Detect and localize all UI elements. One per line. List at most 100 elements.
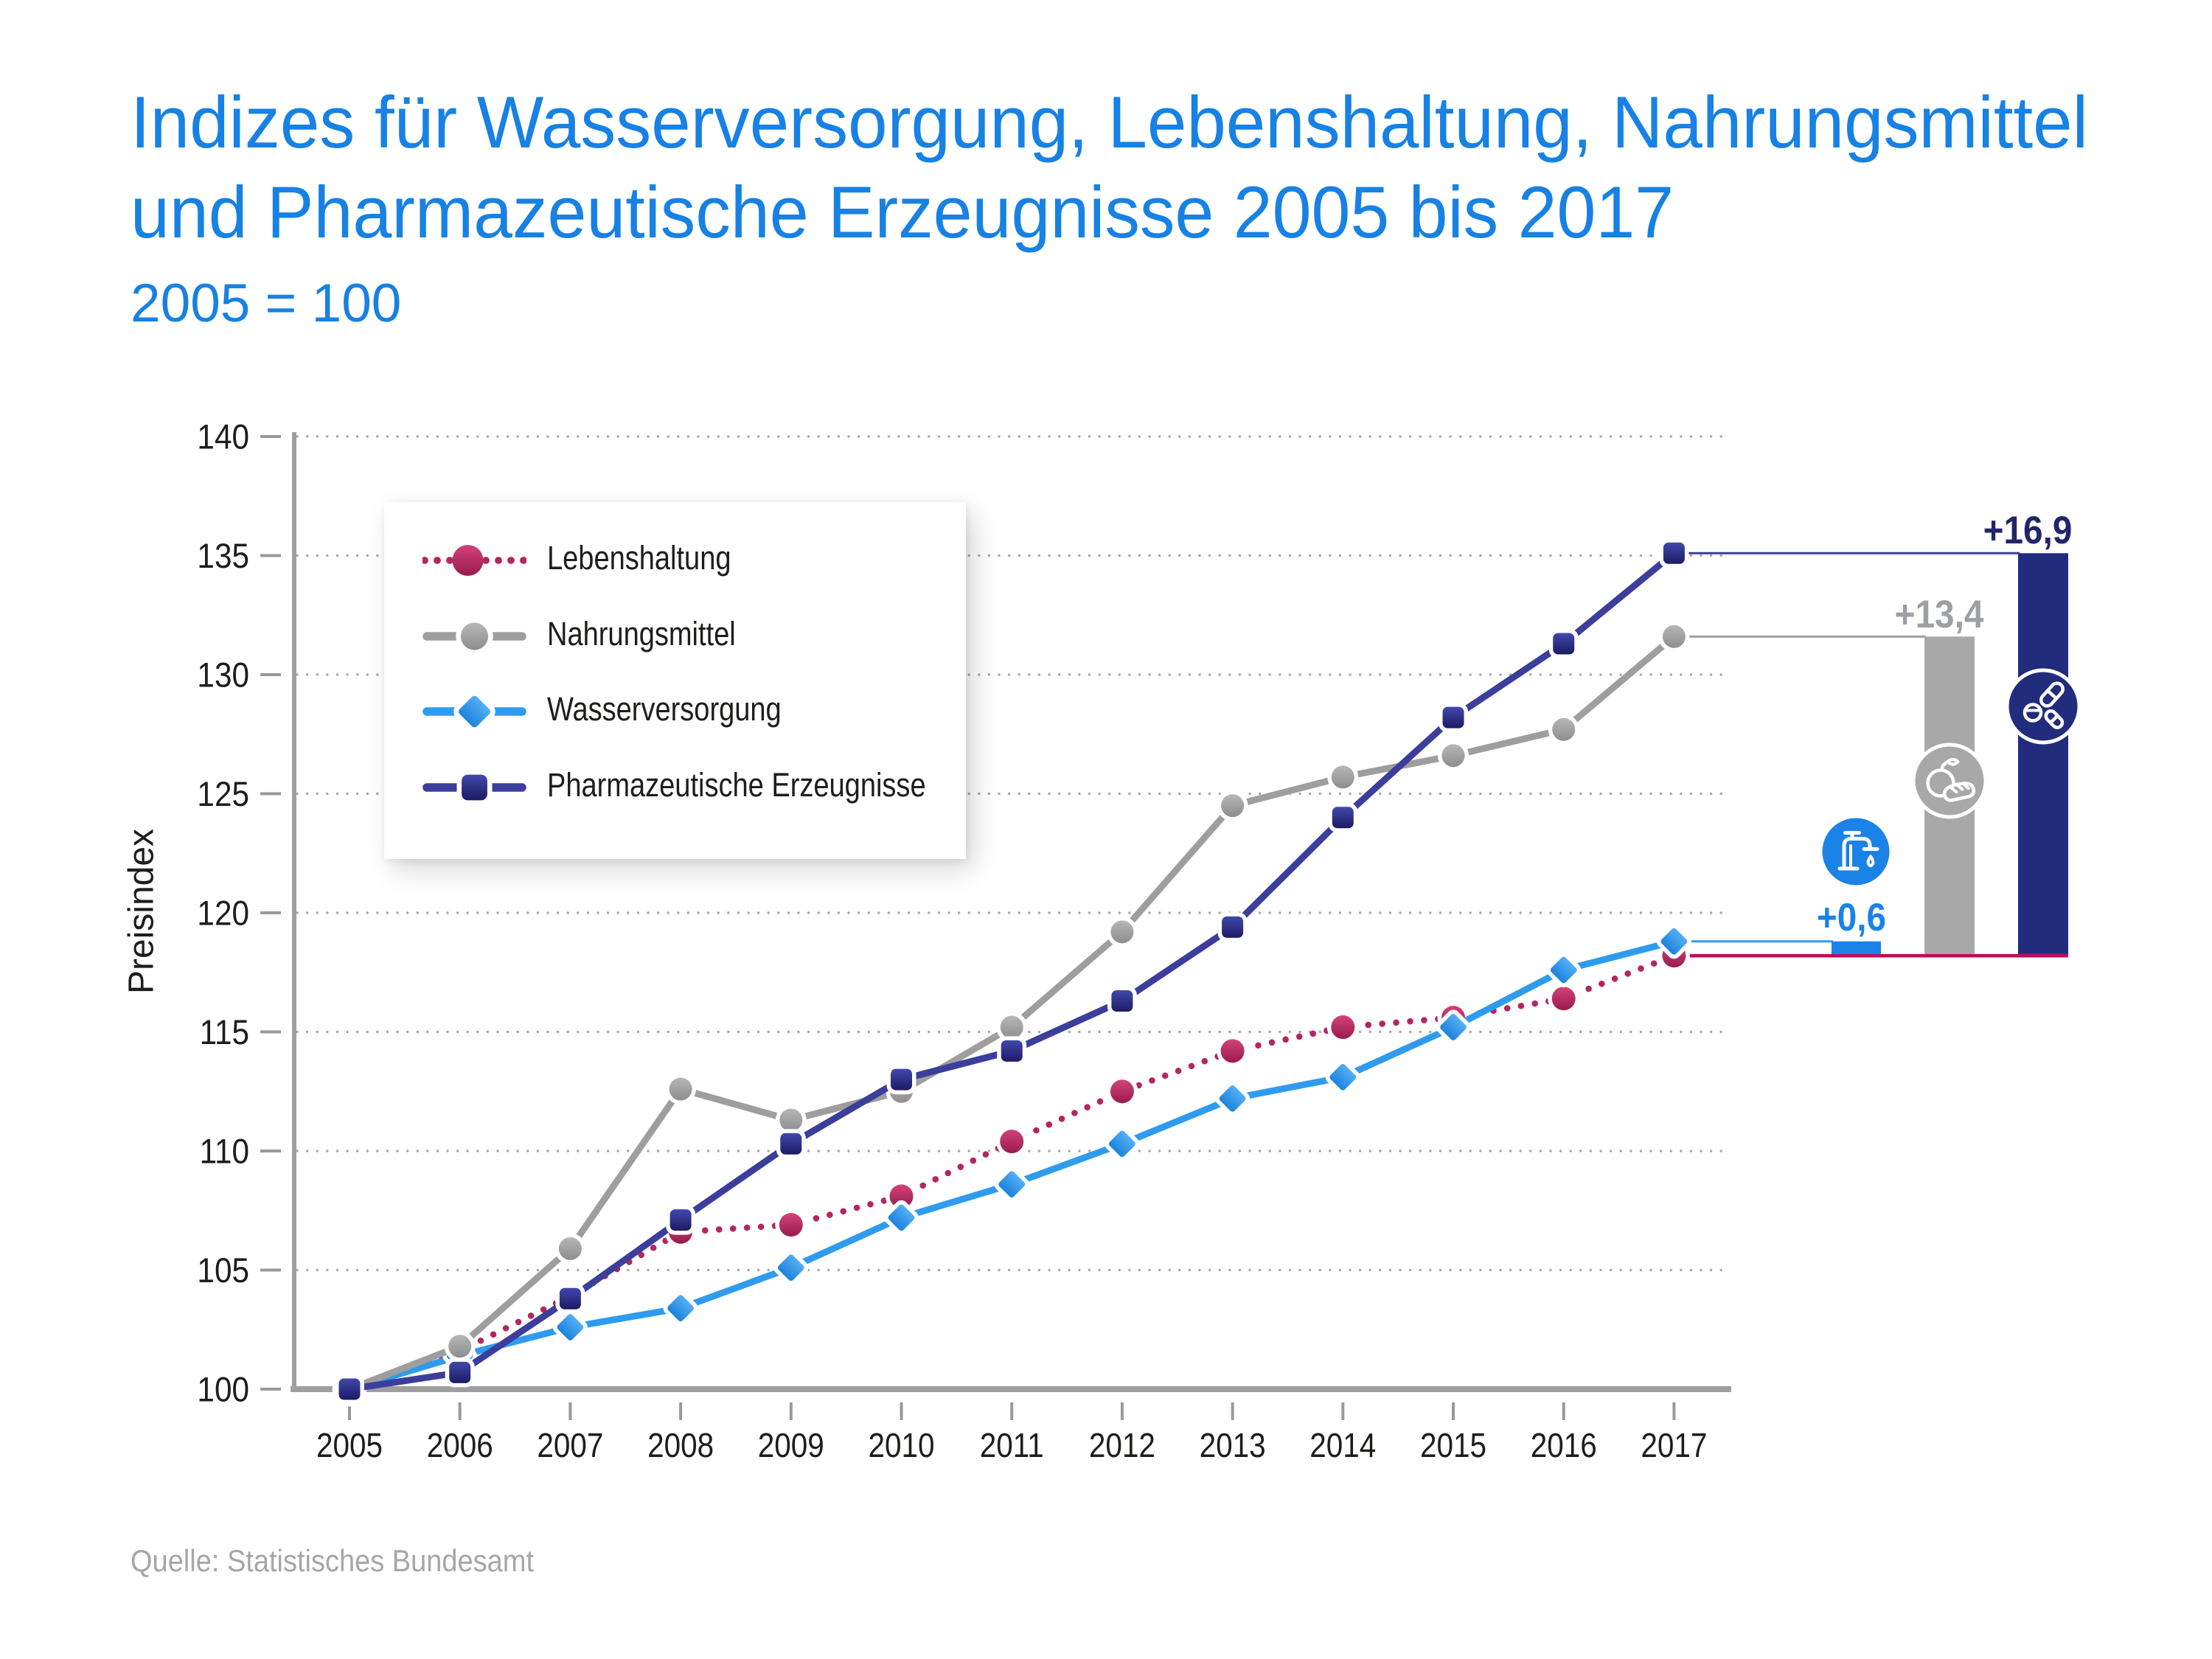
marker-nahrungsmittel [444,1330,476,1362]
faucet-icon [1818,814,1893,889]
legend-label: Nahrungsmittel [547,615,736,653]
category-icons [1818,668,2081,889]
marker-lebenshaltung [995,1125,1028,1158]
marker-pharmazeutische erzeugnisse [1659,538,1689,568]
x-tick-label-2014: 2014 [1310,1427,1376,1465]
source-note: Quelle: Statistisches Bundesamt [131,1543,535,1578]
x-tick-label-2017: 2017 [1641,1427,1707,1465]
marker-wasserversorgung [1105,1126,1140,1161]
marker-pharmazeutische erzeugnisse [776,1129,806,1159]
marker-wasserversorgung [883,1200,919,1236]
legend-item-lebenshaltung: Lebenshaltung [384,535,966,586]
marker-wasserversorgung [1656,924,1691,959]
x-tick-label-2011: 2011 [980,1427,1044,1465]
x-tick-label-2006: 2006 [427,1427,493,1465]
marker-pharmazeutische erzeugnisse [1328,802,1358,832]
marker-pharmazeutische erzeugnisse [666,1205,696,1235]
legend-swatch-blue-diamond [422,690,526,733]
marker-nahrungsmittel [665,1074,697,1105]
marker-nahrungsmittel [775,1105,807,1136]
y-tick-label-110: 110 [200,1133,249,1172]
marker-nahrungsmittel [1327,761,1359,793]
y-tick-label-130: 130 [197,657,249,695]
marker-nahrungsmittel [456,617,493,655]
y-tick-label-125: 125 [197,776,249,814]
legend-item-wasserversorgung: Wasserversorgung [384,686,966,737]
marker-wasserversorgung [663,1290,698,1326]
marker-pharmazeutische erzeugnisse [555,1284,585,1314]
marker-nahrungsmittel [1106,916,1138,947]
marker-lebenshaltung [775,1208,807,1241]
marker-wasserversorgung [453,690,495,733]
y-tick-label-100: 100 [197,1371,249,1410]
x-tick-label-2013: 2013 [1200,1427,1266,1465]
legend-swatch-navy-square [422,770,526,805]
y-tick-label-115: 115 [200,1014,249,1052]
x-tick-label-2010: 2010 [868,1427,934,1465]
axes: 100 105 110 115 120 125 130 135 140 2005 2006 2007 2… [197,419,1731,1465]
legend-swatch-gray-circle [422,617,526,655]
x-tick-label-2015: 2015 [1420,1427,1486,1465]
marker-wasserversorgung [1546,952,1582,988]
bar-pharmazeutische erzeugnisse [2018,553,2068,954]
marker-pharmazeutische erzeugnisse [1548,629,1579,659]
marker-lebenshaltung [1548,982,1580,1015]
marker-nahrungsmittel [1438,740,1469,771]
legend-label: Pharmazeutische Erzeugnisse [547,766,926,804]
marker-pharmazeutische erzeugnisse [1439,703,1468,733]
x-tick-label-2016: 2016 [1531,1427,1597,1465]
apple-bread-icon [1911,742,1988,819]
chart-title: Indizes für Wasserversorgung, Lebenshalt… [131,77,2149,257]
chart-title-line1: Indizes für Wasserversorgung, Lebenshalt… [131,81,2088,163]
marker-pharmazeutische erzeugnisse [1217,912,1248,942]
data-series [332,538,1691,1407]
bar-label-pills: +16,9 [1983,508,2073,552]
x-tick-label-2012: 2012 [1089,1427,1155,1465]
legend-item-nahrungsmittel: Nahrungsmittel [384,611,966,662]
marker-nahrungsmittel [1548,714,1579,745]
y-tick-label-135: 135 [197,538,249,576]
marker-wasserversorgung [1325,1060,1360,1095]
marker-pharmazeutische erzeugnisse [445,1357,475,1388]
chart-title-line2: und Pharmazeutische Erzeugnisse 2005 bis… [131,171,1674,253]
marker-wasserversorgung [1215,1081,1251,1116]
marker-wasserversorgung [994,1166,1029,1202]
marker-wasserversorgung [773,1250,809,1285]
bar-label-apple-bread: +13,4 [1895,592,1984,636]
legend-label: Wasserversorgung [547,690,782,728]
marker-pharmazeutische erzeugnisse [1107,986,1137,1016]
marker-lebenshaltung [1326,1011,1359,1043]
x-tick-label-2007: 2007 [537,1427,603,1465]
marker-pharmazeutische erzeugnisse [335,1374,364,1404]
legend: Lebenshaltung Nahrungsmittel Wasserverso… [384,502,966,859]
marker-lebenshaltung [886,1180,917,1212]
gridlines [296,435,1731,1272]
marker-wasserversorgung [1436,1009,1471,1045]
bar-label-faucet: +0,6 [1817,895,1886,939]
marker-lebenshaltung [1217,1034,1249,1067]
x-tick-label-2009: 2009 [758,1427,824,1465]
marker-nahrungsmittel [554,1233,586,1265]
x-tick-label-2008: 2008 [647,1427,714,1465]
marker-nahrungsmittel [1658,621,1690,653]
x-tick-label-2005: 2005 [316,1427,383,1465]
marker-pharmazeutische erzeugnisse [456,770,493,805]
y-tick-label-140: 140 [197,419,249,457]
marker-pharmazeutische erzeugnisse [997,1036,1027,1066]
y-tick-label-105: 105 [197,1252,249,1290]
y-axis-title: Preisindex [122,828,161,995]
marker-lebenshaltung [1106,1075,1138,1107]
marker-nahrungsmittel [996,1012,1028,1043]
pills-icon [2005,668,2081,745]
bar-value-labels: +0,6 +13,4 +16,9 [1817,508,2072,939]
legend-label: Lebenshaltung [547,539,731,577]
marker-pharmazeutische erzeugnisse [886,1065,917,1095]
bar-wasserversorgung [1832,941,1881,954]
line-wasserversorgung [346,938,1677,1393]
marker-wasserversorgung [552,1310,588,1345]
y-tick-label-120: 120 [197,895,249,933]
legend-swatch-dotted-circle [422,545,526,576]
marker-nahrungsmittel [1217,790,1248,821]
